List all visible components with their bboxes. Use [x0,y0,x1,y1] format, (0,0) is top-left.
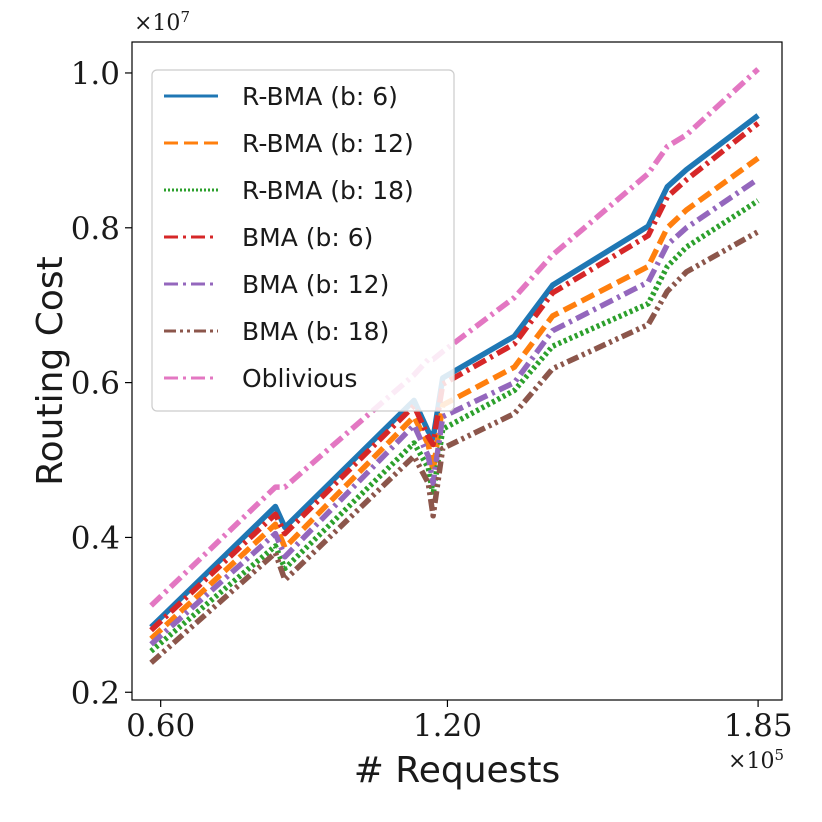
x-multiplier-label: ×105 [728,746,784,774]
x-tick-label: 0.60 [126,708,195,744]
y-tick-label: 0.6 [71,366,120,402]
plot-frame [131,41,783,701]
series-line-2 [149,198,760,654]
legend-label: R-BMA (b: 6) [242,82,398,111]
y-tick-label: 0.4 [71,520,120,556]
legend-label: BMA (b: 6) [242,223,373,252]
legend-label: BMA (b: 12) [242,270,389,299]
series-line-3 [149,121,760,633]
series-line-5 [149,229,760,665]
x-tick-label: 1.20 [413,708,482,744]
y-tick-label: 0.8 [71,211,120,247]
legend-label: Oblivious [242,364,357,393]
x-tick-label: 1.85 [724,708,793,744]
y-axis-title: Routing Cost [30,256,71,486]
y-tick-label: 0.2 [71,675,120,711]
y-axis: 0.2 0.4 0.6 0.8 1.0 [71,56,132,711]
legend-label: BMA (b: 18) [242,317,389,346]
series-line-4 [149,176,760,647]
y-tick-label: 1.0 [71,56,120,92]
x-axis: 0.60 1.20 1.85 [126,700,793,744]
legend-box [151,69,455,412]
y-multiplier-label: ×107 [134,8,190,36]
legend-label: R-BMA (b: 12) [242,129,414,158]
x-axis-title: # Requests [354,750,561,791]
legend-label: R-BMA (b: 18) [242,176,414,205]
legend: R-BMA (b: 6) R-BMA (b: 12) R-BMA (b: 18) BM… [151,69,455,412]
